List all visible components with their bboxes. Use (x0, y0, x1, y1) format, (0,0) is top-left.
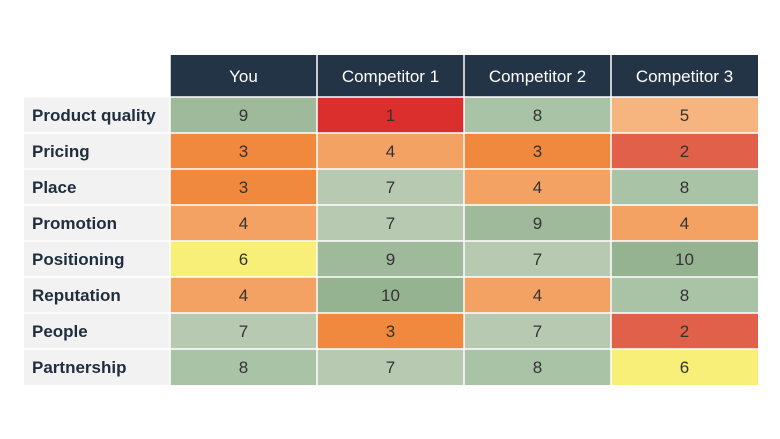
heatmap-cell (170, 241, 317, 277)
heatmap-cell (611, 133, 758, 169)
row-label-cell (24, 313, 170, 349)
heatmap-cell (464, 349, 611, 385)
row-label-cell (24, 205, 170, 241)
heatmap-cell (464, 205, 611, 241)
row-label: Partnership (32, 358, 126, 377)
row-label: Promotion (32, 214, 117, 233)
heatmap-cell-value: 6 (680, 358, 689, 377)
row-label: Positioning (32, 250, 125, 269)
heatmap-cell-value: 7 (386, 214, 395, 233)
row-label: Reputation (32, 286, 121, 305)
row-label-cell (24, 97, 170, 133)
heatmap-cell-value: 6 (239, 250, 248, 269)
heatmap-cell (170, 97, 317, 133)
heatmap-cell (464, 169, 611, 205)
heatmap-cell (170, 349, 317, 385)
row-label: Product quality (32, 106, 156, 125)
heatmap-cell (317, 241, 464, 277)
heatmap-cell (170, 133, 317, 169)
column-header-label: Competitor 1 (342, 67, 439, 86)
heatmap-cell-value: 7 (239, 322, 248, 341)
heatmap-cell-value: 4 (239, 214, 248, 233)
heatmap-cell-value: 3 (239, 178, 248, 197)
heatmap-cell-value: 4 (533, 178, 542, 197)
heatmap-cell (611, 97, 758, 133)
column-header-cell (170, 55, 317, 97)
heatmap-cell-value: 8 (680, 178, 689, 197)
heatmap-cell-value: 7 (533, 250, 542, 269)
heatmap-cell (611, 277, 758, 313)
heatmap-cell (317, 205, 464, 241)
heatmap-cell (611, 349, 758, 385)
row-label-cell (24, 349, 170, 385)
heatmap-cell (464, 313, 611, 349)
heatmap-cell-value: 2 (680, 142, 689, 161)
heatmap-cell-value: 7 (386, 358, 395, 377)
heatmap-cell-value: 3 (386, 322, 395, 341)
heatmap-cell-value: 4 (386, 142, 395, 161)
heatmap-cell-value: 2 (680, 322, 689, 341)
heatmap-cell (611, 205, 758, 241)
heatmap-cell-value: 8 (680, 286, 689, 305)
heatmap-cell (317, 169, 464, 205)
row-label-cell (24, 133, 170, 169)
heatmap-cell-value: 7 (533, 322, 542, 341)
heatmap-cell (170, 313, 317, 349)
heatmap-cell (464, 133, 611, 169)
heatmap-cell-value: 10 (675, 250, 694, 269)
row-label: Place (32, 178, 76, 197)
heatmap-cell (464, 241, 611, 277)
heatmap-cell (611, 241, 758, 277)
heatmap-cell-value: 9 (386, 250, 395, 269)
heatmap-cell (464, 97, 611, 133)
row-label: People (32, 322, 88, 341)
column-header-cell (464, 55, 611, 97)
heatmap-cell (464, 277, 611, 313)
heatmap-cell-value: 8 (239, 358, 248, 377)
heatmap-cell (317, 349, 464, 385)
heatmap-cell (317, 313, 464, 349)
row-label-cell (24, 241, 170, 277)
heatmap-cell-value: 10 (381, 286, 400, 305)
heatmap-cell (170, 205, 317, 241)
row-label-cell (24, 277, 170, 313)
heatmap-cell-value: 4 (680, 214, 689, 233)
heatmap-cell-value: 9 (533, 214, 542, 233)
heatmap-cell-value: 4 (239, 286, 248, 305)
heatmap-cell-value: 7 (386, 178, 395, 197)
heatmap-cell-value: 9 (239, 106, 248, 125)
heatmap-cell (317, 133, 464, 169)
heatmap-cell-value: 8 (533, 358, 542, 377)
column-header-label: Competitor 3 (636, 67, 733, 86)
row-label: Pricing (32, 142, 90, 161)
heatmap-cell (317, 277, 464, 313)
column-header-label: Competitor 2 (489, 67, 586, 86)
heatmap-cell (317, 97, 464, 133)
heatmap-cell-value: 1 (386, 106, 395, 125)
heatmap-cell-value: 4 (533, 286, 542, 305)
heatmap-cell-value: 3 (239, 142, 248, 161)
heatmap-cell (611, 169, 758, 205)
row-label-cell (24, 169, 170, 205)
column-header-cell (317, 55, 464, 97)
column-header-cell (611, 55, 758, 97)
column-header-label: You (229, 67, 258, 86)
heatmap-cell (170, 277, 317, 313)
heatmap-cell-value: 8 (533, 106, 542, 125)
heatmap-cell-value: 5 (680, 106, 689, 125)
heatmap-cell (170, 169, 317, 205)
heatmap-cell (611, 313, 758, 349)
heatmap-cell-value: 3 (533, 142, 542, 161)
